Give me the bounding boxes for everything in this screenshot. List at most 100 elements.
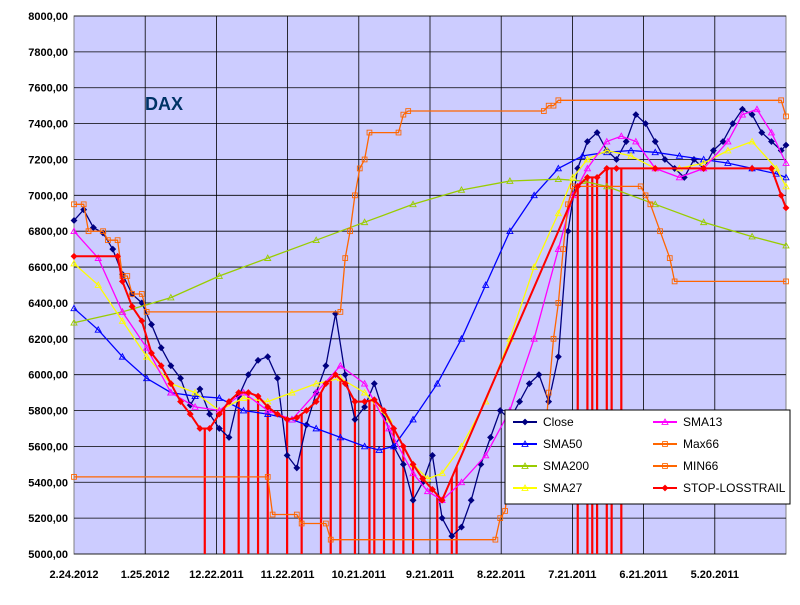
data-point — [360, 218, 369, 226]
data-point — [772, 164, 781, 172]
legend-label: SMA200 — [543, 459, 589, 473]
y-tick-label: 6400,00 — [28, 298, 68, 310]
data-point — [341, 371, 349, 379]
data-point — [777, 191, 785, 199]
data-point — [138, 291, 145, 297]
data-point — [661, 156, 669, 163]
data-point — [167, 388, 175, 396]
data-point — [312, 398, 320, 405]
data-point — [753, 105, 761, 113]
data-point — [554, 353, 562, 361]
data-point — [637, 183, 644, 190]
series-line — [73, 108, 787, 502]
data-point — [593, 173, 601, 181]
data-point — [356, 165, 363, 172]
series — [70, 97, 790, 554]
data-point — [293, 511, 300, 518]
legend-entry: Max66 — [653, 437, 719, 451]
data-point — [782, 173, 790, 181]
data-point — [433, 379, 442, 387]
data-point — [360, 388, 369, 396]
data-point — [405, 108, 412, 114]
data-point — [264, 403, 272, 411]
data-point — [748, 111, 756, 119]
data-point — [70, 304, 78, 312]
data-point — [651, 138, 659, 145]
data-point — [94, 325, 102, 333]
data-point — [574, 182, 582, 190]
data-point — [370, 396, 378, 404]
data-point — [390, 425, 398, 432]
legend-entry: MIN66 — [653, 459, 719, 473]
data-point — [167, 380, 175, 388]
data-point — [196, 385, 204, 393]
data-point — [593, 129, 601, 136]
x-tick-label: 8.22.2011 — [477, 569, 525, 581]
legend-label: MIN66 — [683, 459, 719, 473]
data-point — [142, 343, 151, 351]
data-point — [530, 334, 538, 342]
y-tick-label: 5200,00 — [28, 513, 68, 525]
data-point — [748, 232, 756, 240]
data-point — [298, 520, 305, 527]
data-point — [70, 227, 78, 235]
data-point — [642, 120, 649, 128]
data-point — [506, 177, 514, 184]
data-point — [167, 293, 175, 301]
data-point — [661, 484, 669, 492]
data-point — [457, 334, 466, 342]
data-point — [352, 192, 358, 199]
data-point — [699, 218, 708, 226]
data-point — [380, 407, 388, 414]
data-point — [555, 300, 562, 306]
legend-label: SMA13 — [683, 415, 723, 429]
data-point — [535, 371, 543, 379]
data-point — [419, 475, 427, 483]
data-point — [71, 201, 77, 208]
data-point — [167, 362, 175, 370]
data-point — [583, 164, 592, 172]
data-point — [481, 281, 490, 288]
x-tick-label: 1.25.2012 — [121, 569, 170, 581]
data-point — [186, 410, 194, 418]
data-point — [699, 155, 708, 163]
data-point — [322, 380, 330, 388]
data-point — [215, 410, 223, 418]
y-tick-label: 6800,00 — [28, 226, 68, 238]
data-point — [457, 478, 466, 486]
data-point — [666, 255, 673, 261]
data-point — [341, 380, 349, 388]
data-point — [423, 474, 432, 482]
grid — [74, 15, 786, 555]
data-point — [370, 380, 378, 388]
data-point — [385, 424, 393, 432]
data-point — [85, 228, 92, 235]
data-point — [724, 159, 732, 166]
x-tick-label: 12.22.2011 — [189, 569, 243, 581]
data-point — [782, 204, 790, 212]
y-tick-label: 7600,00 — [28, 83, 68, 95]
data-point — [274, 374, 281, 382]
data-point — [613, 156, 620, 163]
data-point — [342, 255, 349, 261]
data-point — [303, 407, 310, 414]
x-tick-label: 11.22.2011 — [261, 569, 315, 581]
data-point — [389, 442, 398, 450]
data-point — [554, 245, 563, 252]
x-tick-label: 2.24.2012 — [50, 569, 99, 581]
data-point — [603, 137, 611, 145]
data-point — [583, 173, 591, 181]
data-point — [264, 353, 272, 361]
data-point — [438, 469, 446, 477]
legend-label: SMA50 — [543, 437, 583, 451]
data-point — [293, 414, 301, 422]
data-point — [758, 129, 766, 136]
data-point — [675, 151, 684, 159]
data-point — [768, 165, 775, 172]
series-line — [73, 149, 787, 451]
x-tick-label: 6.21.2011 — [619, 569, 667, 581]
data-point — [554, 209, 563, 217]
data-point — [191, 403, 199, 410]
legend-box — [504, 409, 791, 505]
